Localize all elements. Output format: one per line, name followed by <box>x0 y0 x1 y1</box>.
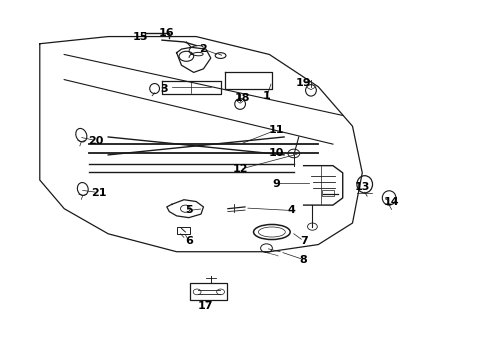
Text: 13: 13 <box>355 182 370 192</box>
Text: 7: 7 <box>300 236 308 246</box>
Text: 6: 6 <box>185 236 193 246</box>
Bar <box>322 190 334 196</box>
Text: 4: 4 <box>288 206 295 216</box>
Text: 20: 20 <box>88 136 104 145</box>
Text: 1: 1 <box>263 91 271 101</box>
Text: 21: 21 <box>91 188 106 198</box>
Text: 10: 10 <box>269 148 285 158</box>
Text: 18: 18 <box>235 93 250 103</box>
Text: 2: 2 <box>199 44 207 54</box>
Text: 9: 9 <box>273 179 281 189</box>
Text: 12: 12 <box>232 164 248 174</box>
Bar <box>190 283 227 300</box>
Text: 5: 5 <box>185 206 193 216</box>
Text: 17: 17 <box>198 301 214 311</box>
Text: 16: 16 <box>159 28 174 38</box>
Text: 11: 11 <box>269 125 285 135</box>
Text: 3: 3 <box>161 84 168 94</box>
Bar <box>176 227 190 234</box>
Text: 14: 14 <box>384 197 399 207</box>
Text: 8: 8 <box>300 255 308 265</box>
Text: 19: 19 <box>296 78 312 88</box>
Text: 15: 15 <box>132 32 147 41</box>
